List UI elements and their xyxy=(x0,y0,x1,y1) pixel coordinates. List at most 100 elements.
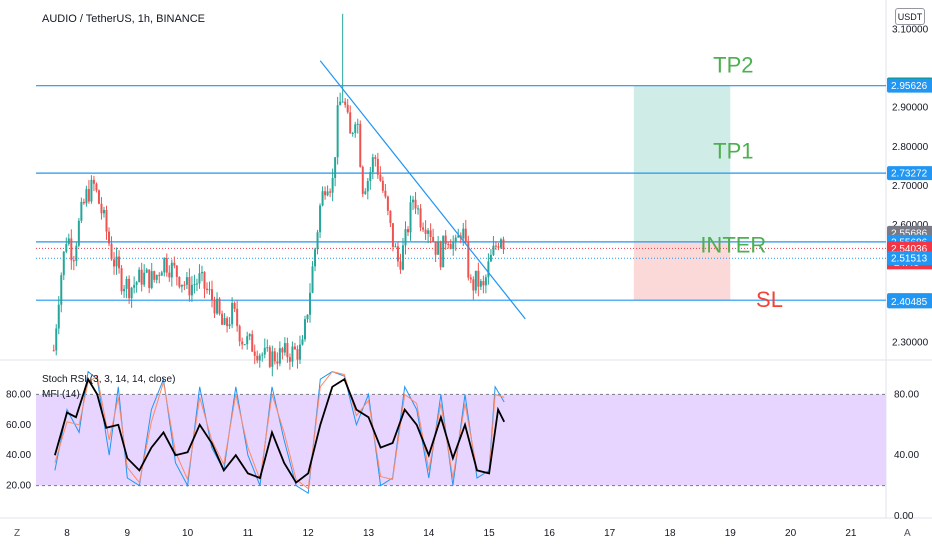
candle-body xyxy=(110,243,113,260)
candle-body xyxy=(502,239,505,250)
candle-body xyxy=(349,112,352,134)
candle-body xyxy=(417,208,420,210)
candle-body xyxy=(251,334,254,352)
candle-body xyxy=(276,361,279,364)
auto-scale-button[interactable]: A xyxy=(904,528,911,539)
candle-body xyxy=(153,271,156,280)
candle-body xyxy=(497,246,500,248)
candle-body xyxy=(123,288,126,292)
candle-body xyxy=(168,272,171,278)
price-tick-label: 2.80000 xyxy=(892,142,929,153)
candle-body xyxy=(437,242,440,255)
price-badge-label: 2.95626 xyxy=(891,81,928,92)
candle-body xyxy=(60,275,63,305)
candle-body xyxy=(243,344,246,346)
candle-body xyxy=(163,258,166,273)
candle-body xyxy=(143,272,146,285)
candle-body xyxy=(462,228,465,239)
candle-body xyxy=(183,284,186,286)
candle-body xyxy=(100,203,103,214)
candle-body xyxy=(281,348,284,353)
candle-body xyxy=(261,354,264,356)
candle-body xyxy=(409,202,412,233)
candle-body xyxy=(256,355,259,361)
stop-zone xyxy=(633,241,731,301)
currency-selector[interactable]: USDT xyxy=(895,8,925,25)
candle-body xyxy=(484,277,487,286)
price-tick-label: 2.60000 xyxy=(892,220,929,231)
time-tick-label: 8 xyxy=(64,528,70,539)
candle-body xyxy=(406,229,409,233)
time-tick-label: 17 xyxy=(604,528,616,539)
candle-body xyxy=(494,245,497,247)
time-tick-label: 20 xyxy=(785,528,797,539)
price-tick-label: 2.30000 xyxy=(892,337,929,348)
candle-body xyxy=(487,261,490,278)
candle-body xyxy=(216,298,219,314)
candle-body xyxy=(296,349,299,360)
candle-body xyxy=(457,235,460,238)
price-badge-label: 2.55686 xyxy=(891,228,928,239)
time-tick-label: 13 xyxy=(363,528,375,539)
candle-body xyxy=(67,238,70,245)
candle-body xyxy=(148,269,151,288)
candle-body xyxy=(291,346,294,362)
symbol-title[interactable]: AUDIO / TetherUS, 1h, BINANCE xyxy=(42,13,206,25)
candle-body xyxy=(62,251,65,276)
candle-body xyxy=(396,246,399,262)
time-tick-label: 12 xyxy=(303,528,315,539)
target-zone xyxy=(633,85,731,242)
candle-body xyxy=(203,271,206,289)
candle-body xyxy=(379,174,382,181)
candle-body xyxy=(246,336,249,345)
candle-body xyxy=(454,237,457,243)
candle-body xyxy=(386,196,389,211)
candle-body xyxy=(118,256,121,269)
price-tick-label: 2.70000 xyxy=(892,181,929,192)
candle-body xyxy=(188,277,191,296)
candle-body xyxy=(321,191,324,206)
candle-body xyxy=(444,235,447,244)
candle-body xyxy=(293,346,296,350)
candle-body xyxy=(447,243,450,245)
price-pane xyxy=(36,6,886,358)
osc-right-tick-label: 40.00 xyxy=(894,450,919,461)
time-tick-label: 15 xyxy=(484,528,496,539)
candle-body xyxy=(334,157,337,178)
candle-body xyxy=(331,177,334,193)
price-badge-label: 2.54036 xyxy=(891,244,928,255)
candle-body xyxy=(135,282,138,285)
candle-body xyxy=(477,270,480,287)
timezone-button[interactable]: Z xyxy=(14,528,21,539)
candle-body xyxy=(77,220,80,246)
candle-body xyxy=(311,266,314,293)
candle-body xyxy=(266,347,269,349)
candle-body xyxy=(419,208,422,228)
mfi-label[interactable]: MFI (14) xyxy=(42,389,80,400)
price-badge xyxy=(887,78,932,93)
osc-left-tick-label: 60.00 xyxy=(6,420,31,431)
candle-body xyxy=(226,318,229,327)
candle-body xyxy=(464,228,467,243)
time-tick-label: 9 xyxy=(125,528,131,539)
candle-body xyxy=(472,279,475,291)
candle-body xyxy=(133,284,136,288)
candle-body xyxy=(489,254,492,262)
candle-body xyxy=(87,189,90,202)
time-tick-label: 21 xyxy=(845,528,857,539)
stoch-rsi-label[interactable]: Stoch RSI (3, 3, 14, 14, close) xyxy=(42,374,176,385)
candle-body xyxy=(211,289,214,301)
candle-body xyxy=(205,288,208,290)
candle-body xyxy=(125,278,128,289)
candle-body xyxy=(213,300,216,314)
candle-body xyxy=(366,181,369,192)
candle-body xyxy=(371,157,374,172)
candle-body xyxy=(359,123,362,167)
candle-body xyxy=(233,303,236,309)
candle-body xyxy=(439,242,442,268)
annotation-tp2: TP2 xyxy=(713,52,753,77)
candle-body xyxy=(391,223,394,247)
candle-body xyxy=(356,123,359,125)
